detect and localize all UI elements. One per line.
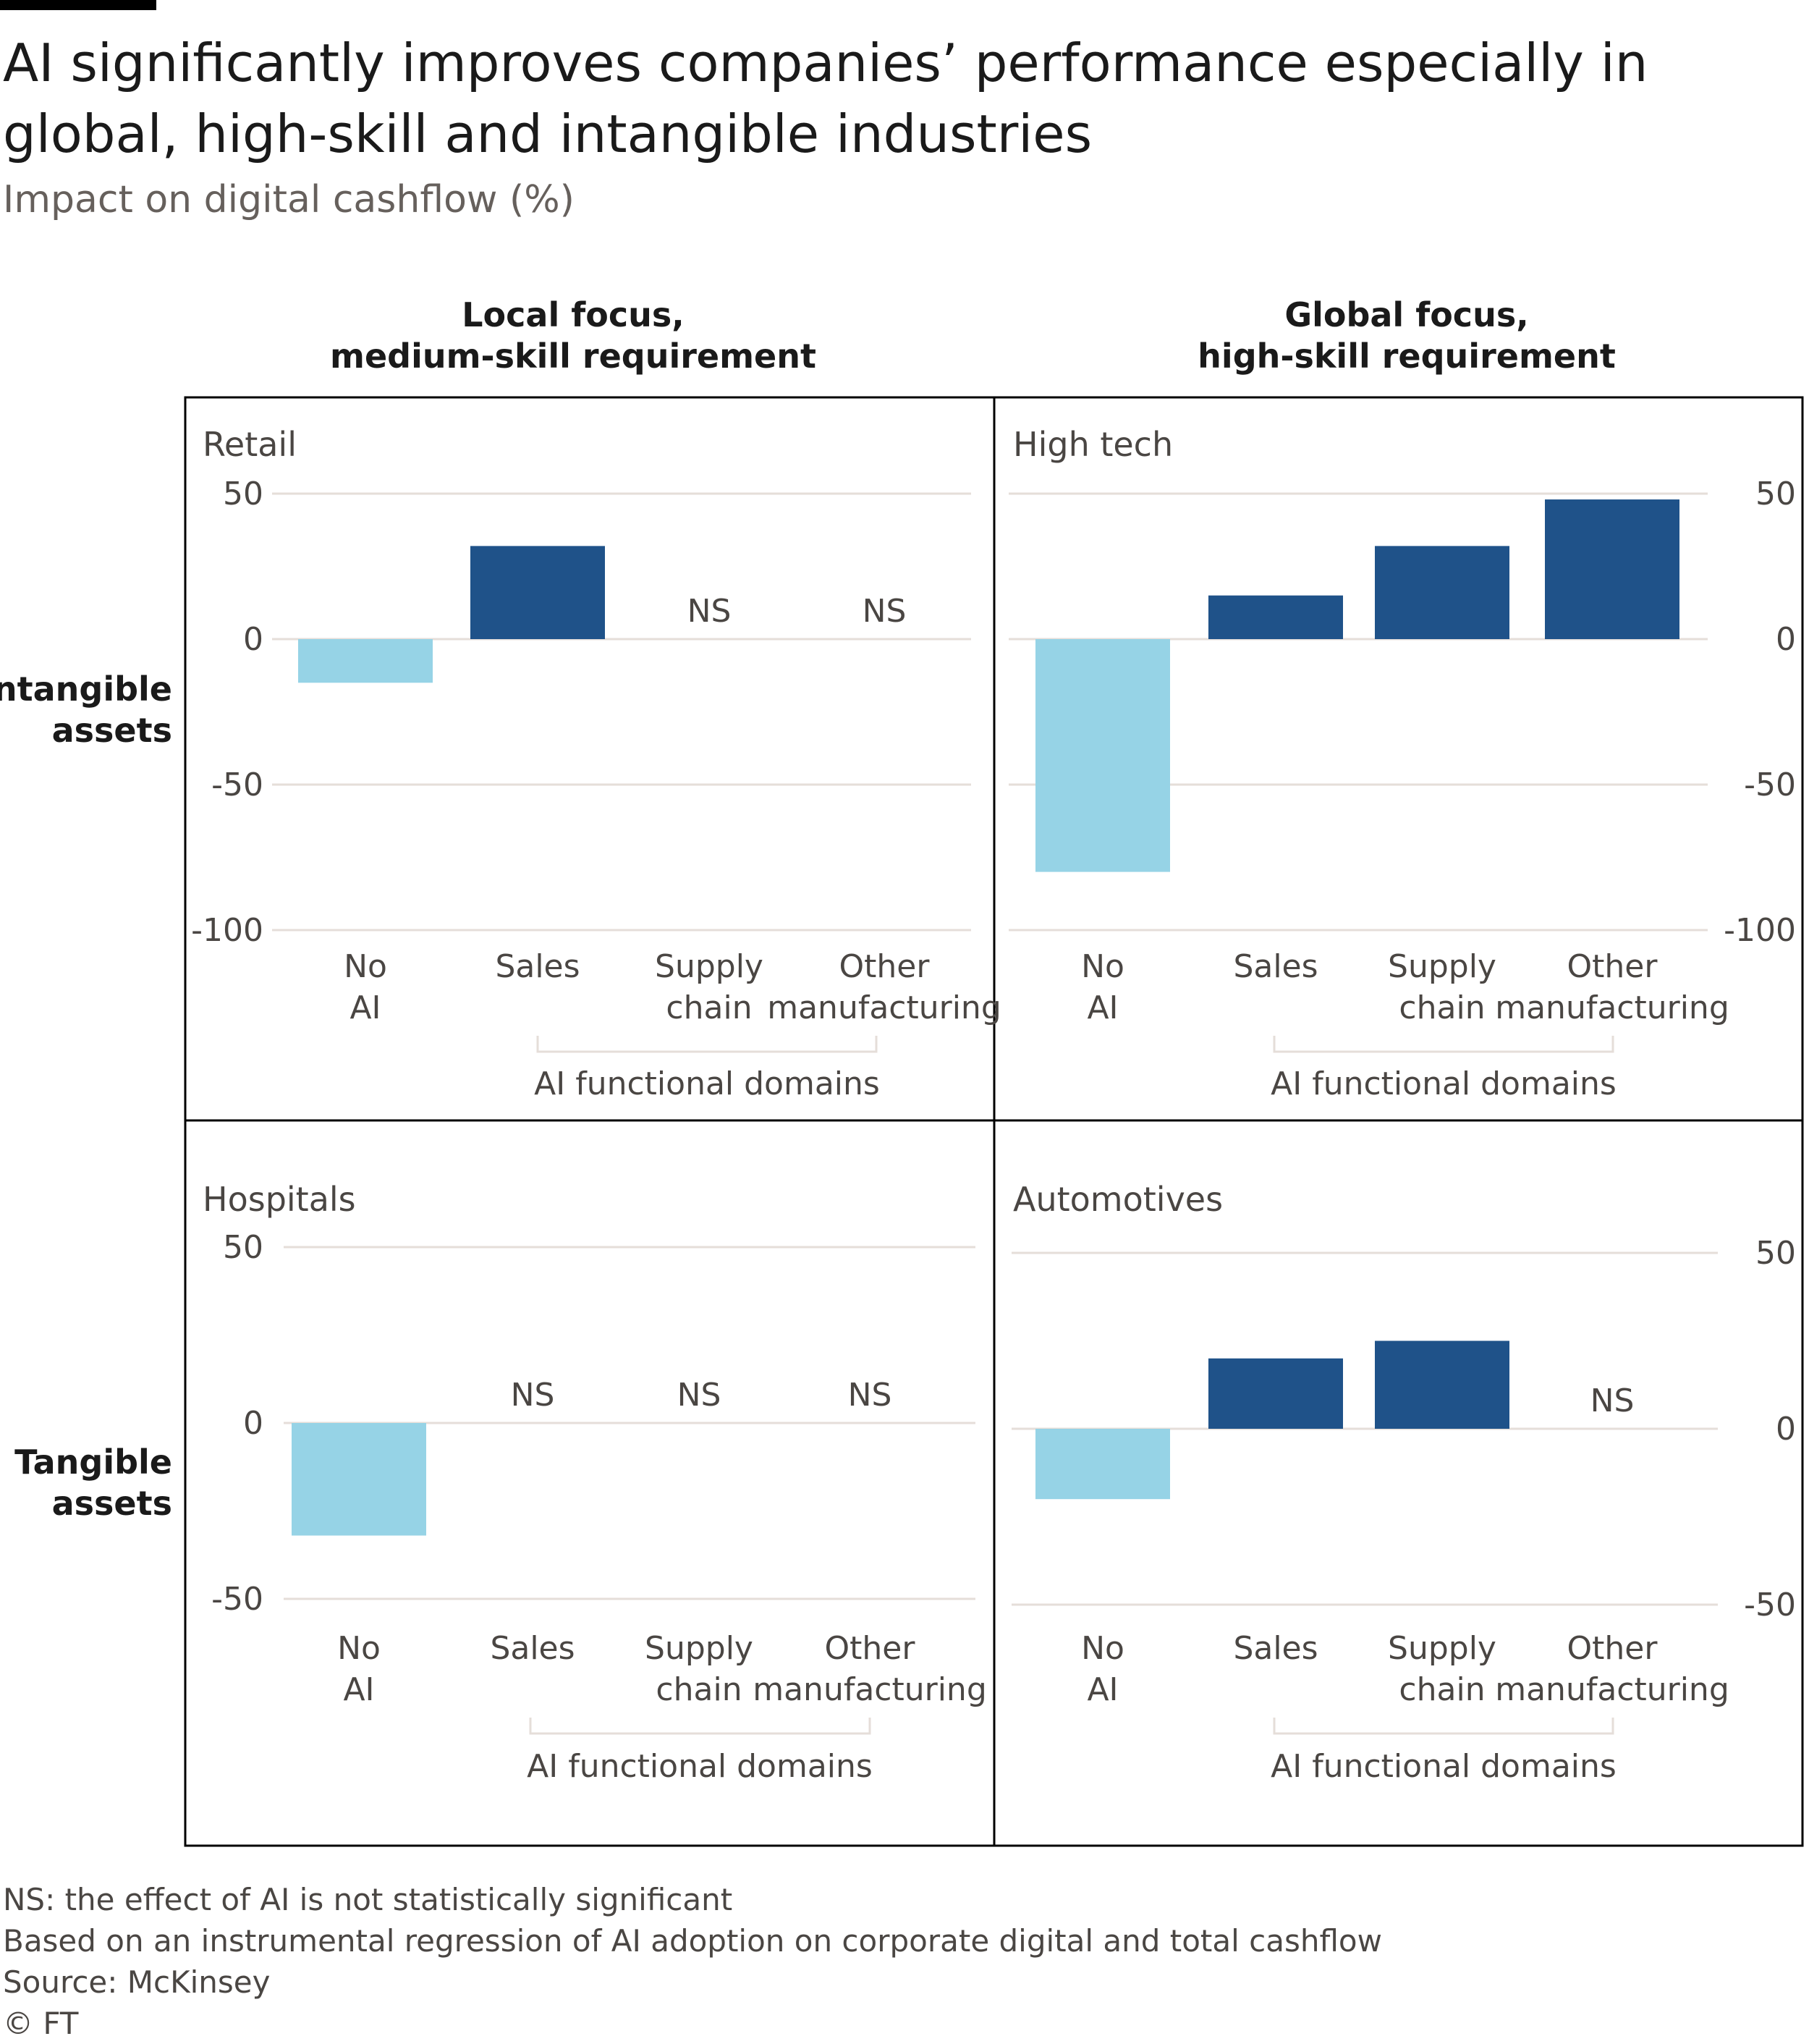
bar-no-ai — [298, 639, 433, 683]
column-header-line2: medium-skill requirement — [330, 337, 816, 376]
top-accent-bar — [0, 0, 156, 10]
y-tick-label: 0 — [1776, 1411, 1796, 1448]
ns-label: NS — [1590, 1382, 1635, 1419]
y-tick-label: -50 — [211, 1581, 263, 1618]
footnote-ns: NS: the effect of AI is not statisticall… — [3, 1882, 733, 1917]
bar-no-ai — [1035, 639, 1170, 872]
domain-bracket — [1273, 1718, 1614, 1735]
category-label-line1: No — [1081, 948, 1124, 985]
y-tick-label: 50 — [1755, 476, 1796, 512]
bar-no-ai — [1035, 1429, 1170, 1500]
category-label-line2: manufacturing — [1495, 989, 1729, 1026]
category-label-line1: Supply — [645, 1630, 753, 1667]
category-label: Sales — [1233, 1630, 1318, 1667]
panel-title: Retail — [203, 425, 297, 464]
category-label-line1: Other — [1567, 948, 1658, 985]
category-label-line1: No — [337, 1630, 381, 1667]
category-label-line1: Supply — [655, 948, 763, 985]
ns-label: NS — [687, 593, 732, 630]
domain-label: AI functional domains — [1271, 1065, 1617, 1102]
footnote-source: Source: McKinsey — [3, 1964, 271, 2000]
bar-sales — [1208, 1358, 1343, 1429]
bar-other-manufacturing — [1545, 499, 1679, 639]
ns-label: NS — [511, 1377, 555, 1414]
category-label: Sales — [1233, 948, 1318, 985]
row-header-line2: assets — [52, 1484, 172, 1523]
panel-title: Hospitals — [203, 1180, 356, 1219]
y-tick-label: 50 — [223, 476, 263, 512]
domain-label: AI functional domains — [534, 1065, 880, 1102]
category-label-line1: Other — [825, 1630, 916, 1667]
category-label-line1: Other — [1567, 1630, 1658, 1667]
bar-sales — [1208, 595, 1343, 639]
y-tick-label: -50 — [1744, 1587, 1796, 1623]
category-label-line2: AI — [343, 1671, 374, 1708]
category-label-line1: Other — [839, 948, 931, 985]
category-label-line2: AI — [1087, 989, 1118, 1026]
bar-supply-chain — [1375, 1340, 1509, 1429]
category-label-line1: No — [344, 948, 387, 985]
y-tick-label: 0 — [1776, 621, 1796, 658]
column-header-line1: Local focus, — [462, 295, 685, 334]
domain-bracket — [536, 1036, 878, 1053]
y-tick-label: 0 — [243, 621, 263, 658]
footnote-copyright: © FT — [3, 2006, 79, 2041]
bar-sales — [470, 546, 605, 639]
ns-label: NS — [848, 1377, 892, 1414]
category-label-line1: Supply — [1388, 1630, 1496, 1667]
bar-no-ai — [292, 1423, 426, 1536]
category-label-line2: chain — [656, 1671, 742, 1708]
row-header-line1: Intangible — [0, 670, 172, 709]
panel-title: Automotives — [1013, 1180, 1223, 1219]
ns-label: NS — [677, 1377, 721, 1414]
category-label-line2: manufacturing — [767, 989, 1001, 1026]
category-label-line2: AI — [349, 989, 381, 1026]
column-header-line2: high-skill requirement — [1198, 337, 1616, 376]
category-label: Sales — [495, 948, 580, 985]
bar-supply-chain — [1375, 546, 1509, 639]
category-label-line1: No — [1081, 1630, 1124, 1667]
category-label-line2: AI — [1087, 1671, 1118, 1708]
y-tick-label: -100 — [1724, 912, 1796, 949]
y-tick-label: -100 — [191, 912, 263, 949]
footnote-method: Based on an instrumental regression of A… — [3, 1923, 1382, 1959]
row-header-line1: Tangible — [14, 1443, 172, 1482]
footnotes: NS: the effect of AI is not statisticall… — [3, 1879, 1382, 2044]
category-label-line2: chain — [666, 989, 752, 1026]
category-label: Sales — [490, 1630, 575, 1667]
y-tick-label: 50 — [223, 1229, 263, 1266]
category-label-line2: chain — [1399, 989, 1485, 1026]
y-tick-label: -50 — [1744, 766, 1796, 803]
category-label-line2: manufacturing — [753, 1671, 987, 1708]
panel-title: High tech — [1013, 425, 1173, 464]
y-tick-label: 0 — [243, 1405, 263, 1442]
category-label-line2: manufacturing — [1495, 1671, 1729, 1708]
chart-subtitle: Impact on digital cashflow (%) — [3, 178, 575, 221]
y-tick-label: 50 — [1755, 1235, 1796, 1272]
domain-bracket — [529, 1718, 871, 1735]
ns-label: NS — [863, 593, 907, 630]
domain-bracket — [1273, 1036, 1614, 1053]
y-tick-label: -50 — [211, 766, 263, 803]
row-header-line2: assets — [52, 711, 172, 750]
category-label-line2: chain — [1399, 1671, 1485, 1708]
category-label-line1: Supply — [1388, 948, 1496, 985]
column-header-line1: Global focus, — [1284, 295, 1528, 334]
domain-label: AI functional domains — [527, 1748, 873, 1785]
chart-title: AI significantly improves companies’ per… — [3, 33, 1648, 164]
domain-label: AI functional domains — [1271, 1748, 1617, 1785]
